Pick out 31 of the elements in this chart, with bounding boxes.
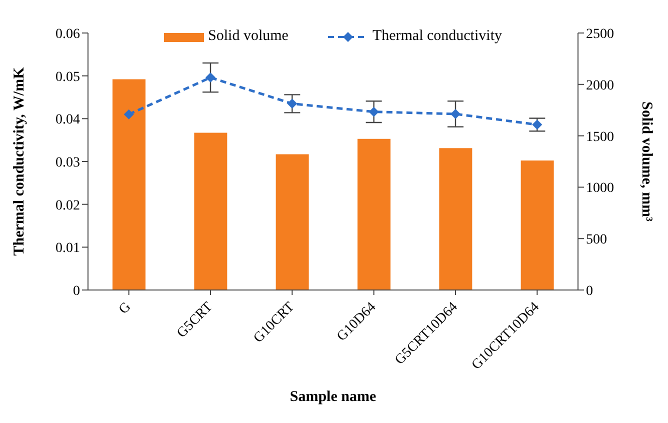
y-tick-label: 0.01 [56,241,80,256]
point [368,106,379,117]
bar [194,132,228,290]
y2-tick-label: 0 [586,284,593,299]
y2-tick-label: 2500 [586,26,614,42]
x-tick-label: G [116,300,134,318]
y-axis-title: Thermal conductivity, W/mK [11,66,28,256]
bar [358,138,390,290]
point [450,108,460,119]
legend-label: Thermal conductivity [372,28,502,45]
y-tick-label: 0.06 [56,26,80,42]
point [124,109,134,120]
y2-tick-label: 2000 [586,78,614,94]
bar [276,154,309,290]
point [287,98,298,109]
y-tick-label: 0.05 [56,70,80,85]
y2-axis-title: Solid volume, mm³ [638,102,655,222]
y-tick-label: 0.04 [56,112,80,128]
x-axis-title: Sample name [290,389,376,405]
y-tick-label: 0 [73,284,80,299]
bar [112,79,146,290]
point [532,120,542,130]
y-tick-label: 0.03 [56,155,80,170]
y2-tick-label: 500 [586,232,607,248]
point [206,72,216,83]
bar [439,148,472,290]
y-tick-label: 0.02 [56,198,80,214]
y2-tick-label: 1000 [586,181,614,196]
bar [520,160,554,290]
legend-label: Solid volume [208,28,288,45]
y2-tick-label: 1500 [586,130,614,145]
